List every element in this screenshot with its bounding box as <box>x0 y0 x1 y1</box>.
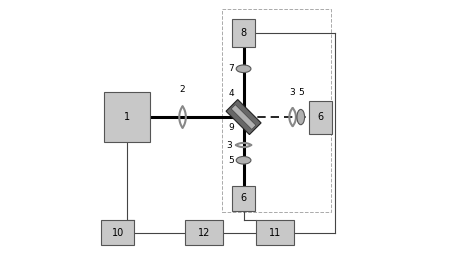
Text: 10: 10 <box>112 228 124 238</box>
Text: 12: 12 <box>198 228 210 238</box>
Text: 7: 7 <box>228 64 234 73</box>
Text: 6: 6 <box>241 194 247 203</box>
Ellipse shape <box>236 65 251 72</box>
Bar <box>185 220 223 245</box>
Text: 6: 6 <box>317 112 324 122</box>
Text: 4: 4 <box>228 89 234 98</box>
Text: 2: 2 <box>180 85 185 94</box>
Bar <box>256 220 295 245</box>
Text: 3: 3 <box>290 88 295 97</box>
Bar <box>232 186 255 211</box>
Bar <box>222 9 331 212</box>
Bar <box>309 100 332 134</box>
Bar <box>104 92 150 142</box>
Bar <box>101 220 134 245</box>
Text: 5: 5 <box>298 88 304 97</box>
Bar <box>232 19 255 47</box>
Ellipse shape <box>297 109 304 125</box>
Text: 9: 9 <box>228 123 234 132</box>
Ellipse shape <box>236 157 251 164</box>
Text: 8: 8 <box>241 28 247 38</box>
Text: 3: 3 <box>226 141 232 150</box>
Polygon shape <box>226 99 261 135</box>
Polygon shape <box>231 105 256 130</box>
Text: 5: 5 <box>228 156 234 165</box>
Text: 1: 1 <box>123 112 130 122</box>
Text: 11: 11 <box>269 228 282 238</box>
